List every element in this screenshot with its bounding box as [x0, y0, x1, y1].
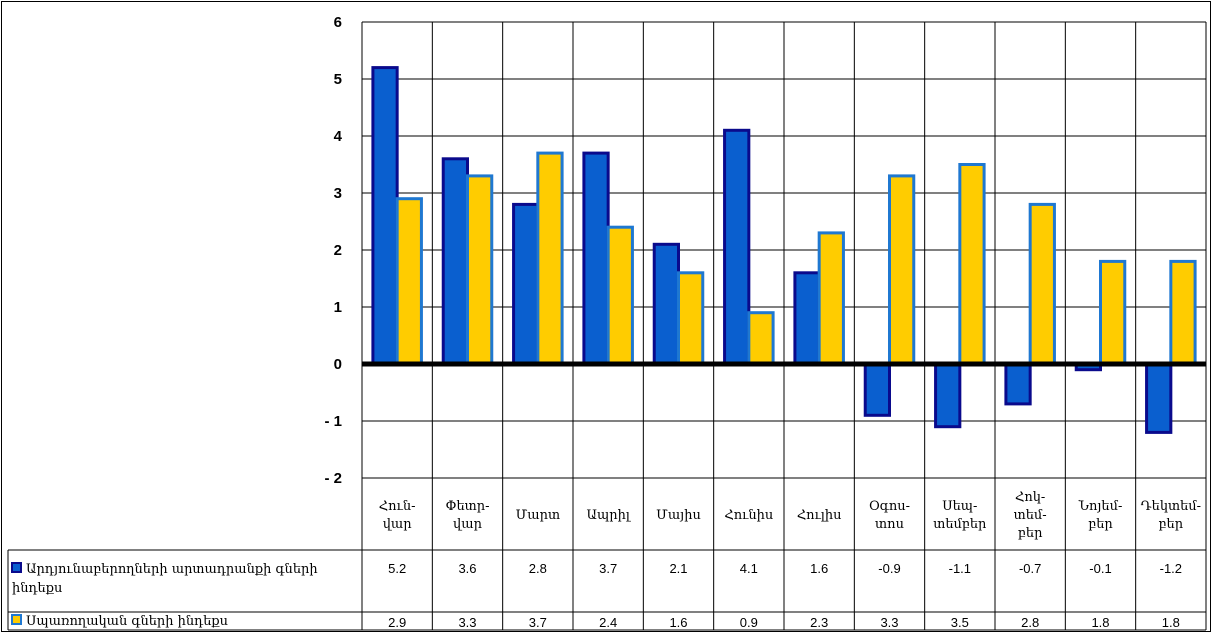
bar-ppi — [1145, 362, 1173, 434]
legend-key — [11, 614, 22, 625]
data-table-value: 1.8 — [1091, 615, 1109, 630]
bar-cpi — [1099, 259, 1127, 366]
legend-label: Սպառողական գների ինդեքս — [26, 614, 228, 629]
category-label: Փետր-վար — [445, 499, 489, 532]
category-label: Ապրիլ — [586, 508, 631, 523]
category-label: Հուն-վար — [379, 499, 416, 532]
data-table-value: -0.1 — [1089, 561, 1111, 576]
bar-cpi — [395, 197, 423, 366]
bar-cpi — [1169, 259, 1197, 366]
data-table-value: 1.6 — [810, 561, 828, 576]
bar-cpi — [888, 174, 916, 366]
bar-ppi — [723, 128, 751, 366]
data-table-value: -0.7 — [1019, 561, 1041, 576]
y-tick-label: 6 — [334, 14, 342, 31]
legend-label: Արդյունաբերողների արտադրանքի գների ինդեքս — [12, 562, 318, 596]
category-label: Դեկտեմ-բեր — [1141, 499, 1201, 532]
data-table-value: -1.2 — [1160, 561, 1182, 576]
bar-ppi — [652, 242, 680, 366]
category-label: Հունիս — [724, 508, 773, 523]
y-tick-label: 4 — [334, 128, 343, 145]
legend-key — [11, 562, 22, 573]
category-label: Մարտ — [516, 508, 560, 523]
data-table-value: 2.4 — [599, 615, 617, 630]
y-tick-label: 3 — [334, 185, 342, 202]
bar-ppi — [793, 271, 821, 366]
y-tick-label: - 1 — [324, 413, 342, 430]
y-tick-label: 1 — [334, 299, 342, 316]
data-table-value: 3.6 — [458, 561, 476, 576]
data-table-value: 2.8 — [1021, 615, 1039, 630]
bar-ppi — [934, 362, 962, 429]
bar-ppi — [582, 151, 610, 366]
bar-cpi — [1028, 202, 1056, 366]
data-table-value: 3.3 — [458, 615, 476, 630]
y-tick-label: - 2 — [324, 470, 342, 487]
data-table-value: 2.3 — [810, 615, 828, 630]
y-tick-label: 0 — [334, 356, 342, 373]
bar-ppi — [1004, 362, 1032, 406]
data-table-value: 1.6 — [669, 615, 687, 630]
bar-cpi — [466, 174, 494, 366]
data-table-value: 2.1 — [669, 561, 687, 576]
bar-cpi — [677, 271, 705, 366]
category-label: Մայիս — [656, 508, 701, 523]
bar-ppi — [441, 157, 469, 366]
bar-cpi — [958, 163, 986, 366]
bar-cpi — [817, 231, 845, 366]
data-table-value: 0.9 — [740, 615, 758, 630]
data-table-value: 2.9 — [388, 615, 406, 630]
data-table-value: 5.2 — [388, 561, 406, 576]
category-label: Հուլիս — [797, 508, 842, 523]
bar-ppi — [863, 362, 891, 417]
y-tick-label: 2 — [334, 242, 342, 259]
data-table-value: -1.1 — [949, 561, 971, 576]
category-label: Նոյեմ-բեր — [1078, 499, 1123, 532]
data-table-value: 3.3 — [880, 615, 898, 630]
data-table-value: 3.7 — [529, 615, 547, 630]
bar-ppi — [371, 66, 399, 366]
bar-cpi — [747, 311, 775, 366]
data-table-value: -0.9 — [878, 561, 900, 576]
bar-cpi — [536, 151, 564, 366]
bar-ppi — [512, 202, 540, 366]
data-table-value: 3.5 — [951, 615, 969, 630]
category-label: Օգոս-տոս — [869, 499, 910, 532]
category-label: Սեպ-տեմբեր — [933, 499, 987, 532]
data-table-value: 1.8 — [1162, 615, 1180, 630]
category-label: Հոկ-տեմ-բեր — [1014, 490, 1047, 541]
data-table-value: 4.1 — [740, 561, 758, 576]
y-tick-label: 5 — [334, 71, 342, 88]
data-table-value: 3.7 — [599, 561, 617, 576]
data-table-value: 2.8 — [529, 561, 547, 576]
bar-cpi — [606, 225, 634, 366]
